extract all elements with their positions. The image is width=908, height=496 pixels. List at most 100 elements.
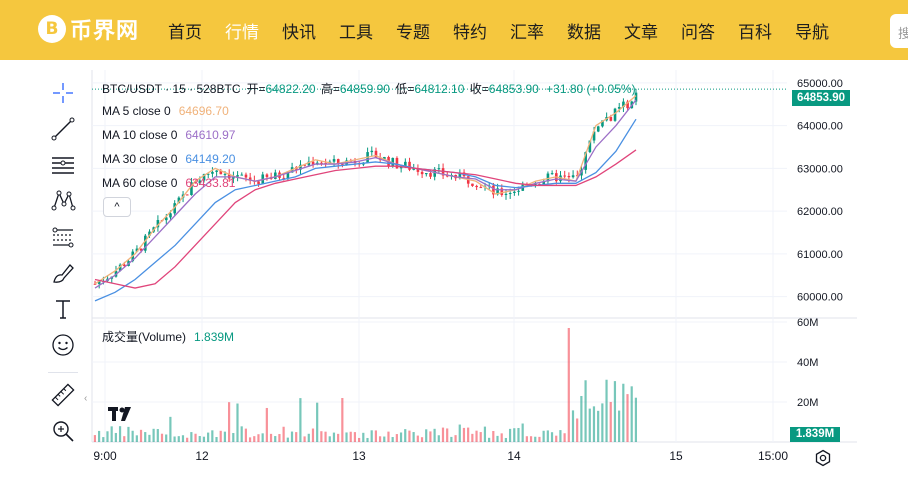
volume-bar bbox=[630, 386, 633, 442]
volume-bar bbox=[576, 418, 579, 442]
nav-item-3[interactable]: 工具 bbox=[339, 23, 373, 43]
volume-bar bbox=[542, 430, 545, 442]
nav-item-5[interactable]: 特约 bbox=[453, 23, 487, 43]
candle-body bbox=[571, 175, 575, 178]
candle-body bbox=[206, 173, 210, 175]
nav-item-9[interactable]: 问答 bbox=[681, 23, 715, 43]
candle-body bbox=[282, 177, 286, 179]
volume-bar bbox=[580, 396, 583, 442]
volume-bar bbox=[605, 379, 608, 442]
zoom-icon[interactable] bbox=[50, 418, 76, 444]
nav-item-0[interactable]: 首页 bbox=[168, 23, 202, 43]
candle-body bbox=[156, 220, 160, 228]
nav-item-4[interactable]: 专题 bbox=[396, 23, 430, 43]
volume-legend[interactable]: 成交量(Volume) 1.839M bbox=[102, 328, 234, 345]
volume-bar bbox=[341, 398, 344, 442]
volume-bar bbox=[244, 428, 247, 442]
candle-body bbox=[479, 187, 483, 189]
text-icon[interactable] bbox=[50, 296, 76, 322]
volume-bar bbox=[169, 416, 172, 442]
volume-bar bbox=[458, 424, 461, 442]
ma30-legend[interactable]: MA 30 close 0 64149.20 bbox=[102, 152, 235, 166]
tradingview-logo[interactable] bbox=[107, 402, 135, 426]
volume-bar bbox=[441, 427, 445, 442]
volume-bar bbox=[399, 432, 403, 442]
crosshair-icon[interactable] bbox=[50, 80, 76, 106]
candle-body bbox=[588, 140, 592, 153]
ma5-legend[interactable]: MA 5 close 0 64696.70 bbox=[102, 104, 229, 118]
nav-item-2[interactable]: 快讯 bbox=[282, 23, 316, 43]
candle-body bbox=[144, 235, 147, 251]
toolbar-collapse-icon[interactable]: ‹ bbox=[84, 393, 88, 404]
volume-bar bbox=[303, 436, 306, 442]
price-tick-label: 65000.00 bbox=[797, 78, 843, 90]
volume-bar bbox=[508, 428, 512, 442]
nav-item-7[interactable]: 数据 bbox=[567, 23, 601, 43]
volume-bar bbox=[550, 432, 554, 442]
price-tick-label: 62000.00 bbox=[797, 206, 843, 218]
volume-bar bbox=[387, 431, 390, 442]
volume-bar bbox=[93, 435, 96, 442]
volume-bar bbox=[538, 436, 541, 442]
candle-body bbox=[299, 164, 302, 170]
brush-icon[interactable] bbox=[50, 260, 76, 286]
volume-bar bbox=[165, 434, 168, 442]
nav-item-6[interactable]: 汇率 bbox=[510, 23, 544, 43]
volume-label: 成交量(Volume) bbox=[102, 330, 187, 344]
volume-bar bbox=[362, 432, 365, 442]
candle-body bbox=[274, 172, 277, 179]
ma5-label: MA 5 close 0 bbox=[102, 104, 171, 118]
volume-bar bbox=[584, 380, 587, 442]
ruler-icon[interactable] bbox=[50, 382, 76, 408]
volume-bar bbox=[97, 430, 101, 442]
settings-gear-icon[interactable] bbox=[814, 449, 832, 467]
candle-body bbox=[135, 248, 139, 252]
volume-bar bbox=[567, 328, 570, 442]
candle-body bbox=[240, 174, 244, 176]
candle-body bbox=[404, 161, 407, 167]
volume-bar bbox=[156, 429, 159, 442]
low-label: 低= bbox=[395, 82, 415, 96]
legend-collapse-button[interactable]: ^ bbox=[103, 197, 131, 217]
volume-bar bbox=[299, 398, 302, 442]
candle-body bbox=[311, 161, 315, 165]
volume-bar bbox=[391, 437, 394, 442]
nav-item-10[interactable]: 百科 bbox=[738, 23, 772, 43]
low-value: 64812.10 bbox=[414, 82, 465, 96]
volume-bar bbox=[215, 437, 218, 442]
volume-bar bbox=[102, 437, 105, 442]
site-logo[interactable]: B 币界网 bbox=[38, 14, 139, 44]
time-tick-label: 15:00 bbox=[758, 449, 788, 463]
tradingview-logo-icon bbox=[108, 407, 131, 421]
ma60-legend[interactable]: MA 60 close 0 63433.81 bbox=[102, 176, 235, 190]
nav-item-8[interactable]: 文章 bbox=[624, 23, 658, 43]
ma30-label: MA 30 close 0 bbox=[102, 152, 178, 166]
volume-bar bbox=[479, 432, 482, 442]
pattern-icon[interactable] bbox=[50, 188, 76, 214]
nav-item-11[interactable]: 导航 bbox=[795, 23, 829, 43]
emoji-icon[interactable] bbox=[50, 332, 76, 358]
ma-line-2 bbox=[94, 118, 637, 302]
search-input[interactable]: 搜 bbox=[890, 14, 908, 48]
trend-line-icon[interactable] bbox=[50, 116, 76, 142]
fib-icon[interactable] bbox=[50, 224, 76, 250]
volume-bar bbox=[349, 431, 352, 442]
candle-body bbox=[169, 213, 172, 218]
volume-bar bbox=[370, 430, 373, 442]
volume-bar bbox=[475, 430, 478, 442]
volume-bar bbox=[446, 428, 449, 442]
volume-bar bbox=[152, 428, 155, 442]
ma10-legend[interactable]: MA 10 close 0 64610.97 bbox=[102, 128, 235, 142]
horizontal-lines-icon[interactable] bbox=[50, 152, 76, 178]
candle-body bbox=[496, 188, 499, 195]
volume-bar bbox=[496, 435, 499, 442]
symbol-label[interactable]: BTC/USDT · 15 · 528BTC bbox=[102, 82, 241, 96]
volume-bar bbox=[282, 426, 285, 442]
candle-body bbox=[395, 157, 399, 169]
volume-tick-label: 60M bbox=[797, 317, 818, 329]
candle-body bbox=[584, 152, 587, 170]
volume-bar bbox=[106, 431, 109, 442]
candle-body bbox=[190, 182, 193, 195]
nav-item-1[interactable]: 行情 bbox=[225, 23, 259, 43]
